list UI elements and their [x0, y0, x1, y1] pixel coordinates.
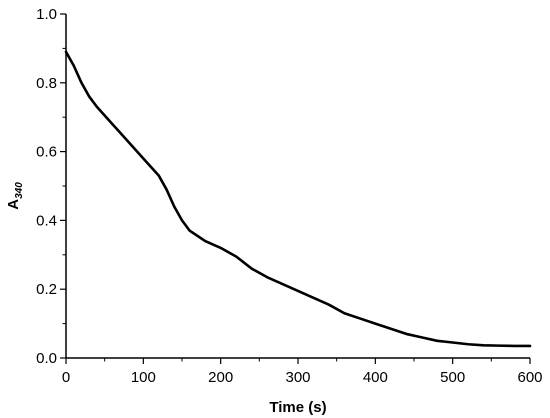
- x-tick-label: 0: [62, 369, 70, 386]
- y-axis-title-main: A: [5, 199, 22, 210]
- x-tick-label: 500: [440, 369, 465, 386]
- series-line: [64, 50, 532, 348]
- y-axis-title: A340: [5, 182, 25, 210]
- svg-text:A340: A340: [5, 182, 25, 210]
- y-tick-label: 0.6: [36, 144, 57, 161]
- y-tick-label: 0.2: [36, 281, 57, 298]
- x-tick-label: 100: [131, 369, 156, 386]
- ticks: 0 100 200 300 400 500 600 0.0 0.2 0.4 0.6 0.8 1.0: [36, 6, 542, 386]
- y-tick-label: 0.4: [36, 212, 57, 229]
- x-tick-label: 400: [363, 369, 388, 386]
- y-tick-label: 0.8: [36, 75, 57, 92]
- x-tick-label: 600: [517, 369, 542, 386]
- y-tick-label: 1.0: [36, 6, 57, 23]
- x-tick-label: 200: [208, 369, 233, 386]
- x-tick-label: 300: [285, 369, 310, 386]
- x-axis-title: Time (s): [269, 399, 326, 416]
- series-layer: [64, 50, 532, 348]
- y-tick-label: 0.0: [36, 350, 57, 367]
- y-axis-title-subscript: 340: [14, 182, 25, 199]
- axes: [65, 14, 530, 359]
